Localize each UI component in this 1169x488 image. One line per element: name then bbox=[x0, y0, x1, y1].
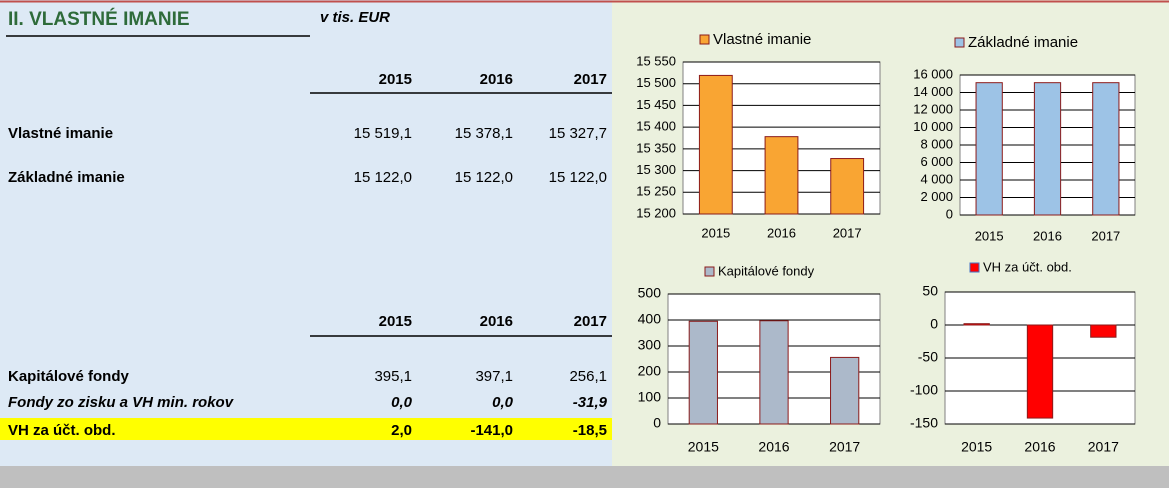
y-tick-label: 0 bbox=[653, 415, 661, 431]
legend-swatch bbox=[969, 262, 980, 273]
x-tick-label: 2016 bbox=[1024, 439, 1055, 455]
x-tick-label: 2015 bbox=[701, 225, 730, 240]
column-header: 2016 bbox=[480, 313, 513, 330]
cell: 0,0 bbox=[391, 394, 413, 411]
y-tick-label: 15 200 bbox=[636, 205, 676, 220]
bar bbox=[1092, 82, 1120, 216]
y-tick-label: 14 000 bbox=[913, 84, 953, 99]
legend-label: Základné imanie bbox=[968, 34, 1078, 51]
highlight-row bbox=[0, 418, 612, 440]
legend-label: Vlastné imanie bbox=[713, 31, 811, 48]
cell: 15 122,0 bbox=[354, 169, 412, 186]
y-tick-label: 6 000 bbox=[920, 154, 953, 169]
cell: 15 327,7 bbox=[549, 125, 607, 142]
bar bbox=[1033, 82, 1062, 216]
y-tick-label: 100 bbox=[638, 389, 662, 405]
x-tick-label: 2016 bbox=[758, 439, 789, 455]
y-tick-label: -100 bbox=[910, 382, 938, 398]
x-tick-label: 2017 bbox=[833, 225, 862, 240]
x-tick-label: 2017 bbox=[1091, 228, 1120, 243]
bar bbox=[1090, 324, 1117, 338]
cell: 15 122,0 bbox=[549, 169, 607, 186]
bar bbox=[975, 82, 1003, 216]
y-tick-label: 15 550 bbox=[636, 53, 676, 68]
cell: -31,9 bbox=[573, 394, 608, 411]
bar bbox=[698, 74, 733, 215]
y-tick-label: 0 bbox=[930, 316, 938, 332]
column-header: 2017 bbox=[574, 313, 607, 330]
x-tick-label: 2015 bbox=[688, 439, 719, 455]
column-header: 2017 bbox=[574, 71, 607, 88]
cell: 2,0 bbox=[391, 422, 412, 439]
row-label: Kapitálové fondy bbox=[8, 368, 130, 385]
y-tick-label: 400 bbox=[638, 311, 662, 327]
y-tick-label: 15 250 bbox=[636, 184, 676, 199]
x-tick-label: 2015 bbox=[975, 228, 1004, 243]
y-tick-label: 500 bbox=[638, 285, 662, 301]
bar bbox=[963, 323, 990, 326]
title: II. VLASTNÉ IMANIE bbox=[8, 8, 190, 30]
x-tick-label: 2016 bbox=[1033, 228, 1062, 243]
y-tick-label: 8 000 bbox=[920, 136, 953, 151]
y-tick-label: 2 000 bbox=[920, 189, 953, 204]
column-header: 2015 bbox=[379, 313, 412, 330]
x-tick-label: 2015 bbox=[961, 439, 992, 455]
cell: -18,5 bbox=[573, 422, 607, 439]
cell: 395,1 bbox=[374, 368, 412, 385]
cell: 15 378,1 bbox=[455, 125, 513, 142]
y-tick-label: 50 bbox=[922, 283, 938, 299]
y-tick-label: -150 bbox=[910, 415, 938, 431]
x-tick-label: 2016 bbox=[767, 225, 796, 240]
y-tick-label: 15 500 bbox=[636, 75, 676, 90]
legend-swatch bbox=[699, 34, 710, 45]
bar bbox=[688, 320, 718, 425]
cell: 256,1 bbox=[569, 368, 607, 385]
bar bbox=[830, 158, 865, 215]
y-tick-label: 4 000 bbox=[920, 171, 953, 186]
legend-label: VH za účt. obd. bbox=[983, 259, 1072, 274]
y-tick-label: 15 450 bbox=[636, 97, 676, 112]
y-tick-label: 0 bbox=[946, 206, 953, 221]
row-label: VH za účt. obd. bbox=[8, 422, 116, 439]
row-label: Základné imanie bbox=[8, 169, 125, 186]
x-tick-label: 2017 bbox=[829, 439, 860, 455]
x-tick-label: 2017 bbox=[1088, 439, 1119, 455]
column-header: 2016 bbox=[480, 71, 513, 88]
cell: 15 519,1 bbox=[354, 125, 412, 142]
legend-label: Kapitálové fondy bbox=[718, 263, 815, 278]
footer-bar bbox=[0, 466, 1169, 488]
cell: 0,0 bbox=[492, 394, 514, 411]
cell: 397,1 bbox=[475, 368, 513, 385]
y-tick-label: -50 bbox=[918, 349, 938, 365]
y-tick-label: 15 350 bbox=[636, 140, 676, 155]
row-label: Fondy zo zisku a VH min. rokov bbox=[8, 394, 235, 411]
bar bbox=[830, 356, 860, 425]
unit: v tis. EUR bbox=[320, 9, 390, 26]
y-tick-label: 16 000 bbox=[913, 66, 953, 81]
left-panel bbox=[0, 0, 612, 466]
y-tick-label: 15 400 bbox=[636, 119, 676, 134]
bar bbox=[764, 136, 799, 215]
cell: 15 122,0 bbox=[455, 169, 513, 186]
y-tick-label: 300 bbox=[638, 337, 662, 353]
y-tick-label: 10 000 bbox=[913, 119, 953, 134]
y-tick-label: 15 300 bbox=[636, 162, 676, 177]
column-header: 2015 bbox=[379, 71, 412, 88]
row-label: Vlastné imanie bbox=[8, 125, 113, 142]
cell: -141,0 bbox=[470, 422, 513, 439]
legend-swatch bbox=[954, 37, 965, 48]
bar bbox=[1026, 324, 1054, 419]
bar bbox=[759, 320, 789, 425]
y-tick-label: 12 000 bbox=[913, 101, 953, 116]
legend-swatch bbox=[704, 266, 715, 277]
y-tick-label: 200 bbox=[638, 363, 662, 379]
